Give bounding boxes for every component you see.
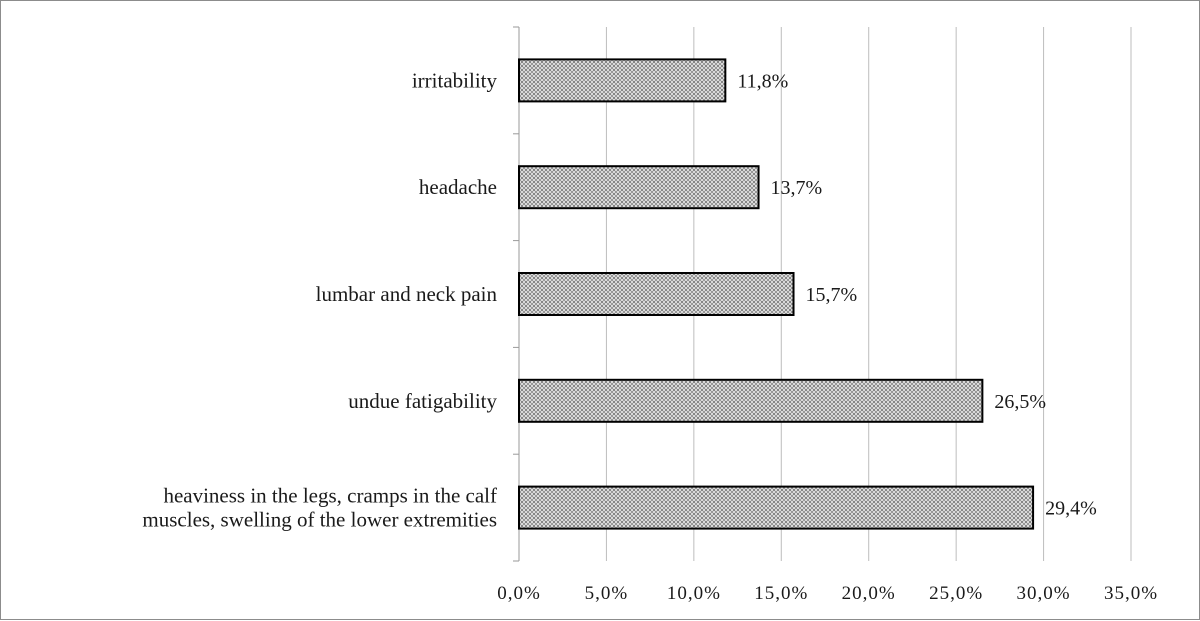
x-tick-label: 15,0% — [754, 583, 808, 604]
bar — [518, 378, 984, 423]
data-label: 11,8% — [737, 70, 788, 92]
data-label: 15,7% — [806, 284, 858, 306]
bar — [518, 165, 760, 210]
x-tick-label: 10,0% — [667, 583, 721, 604]
bar — [518, 485, 1035, 530]
category-label: irritability — [412, 68, 498, 92]
x-tick-label: 30,0% — [1017, 583, 1071, 604]
category-label: lumbar and neck pain — [316, 282, 498, 306]
data-label: 26,5% — [994, 391, 1046, 413]
data-label: 29,4% — [1045, 498, 1097, 520]
category-label: headache — [419, 175, 497, 199]
x-tick-label: 5,0% — [585, 583, 629, 604]
x-tick-label: 20,0% — [842, 583, 896, 604]
category-label-line: muscles, swelling of the lower extremiti… — [142, 508, 497, 532]
category-label-line: irritability — [412, 68, 498, 92]
x-tick-label: 0,0% — [497, 583, 541, 604]
bar — [518, 272, 795, 316]
x-tick-label: 35,0% — [1104, 583, 1158, 604]
data-label: 13,7% — [771, 177, 823, 199]
data-labels: 11,8% 13,7% 15,7% 26,5% 29,4% — [737, 70, 1096, 519]
category-label-line: headache — [419, 175, 497, 199]
category-label-line: lumbar and neck pain — [316, 282, 498, 306]
category-label-line: undue fatigability — [348, 389, 497, 413]
bar — [518, 58, 727, 103]
x-tick-labels: 0,0% 5,0% 10,0% 15,0% 20,0% 25,0% 30,0% 35,0% — [497, 583, 1158, 604]
category-label: undue fatigability — [348, 389, 497, 413]
x-tick-label: 25,0% — [929, 583, 983, 604]
bars — [518, 58, 1035, 530]
category-labels: irritability headache lumbar and neck pain… — [142, 68, 497, 531]
category-label: heaviness in the legs, cramps in the cal… — [142, 484, 497, 532]
category-label-line: heaviness in the legs, cramps in the cal… — [163, 484, 497, 508]
